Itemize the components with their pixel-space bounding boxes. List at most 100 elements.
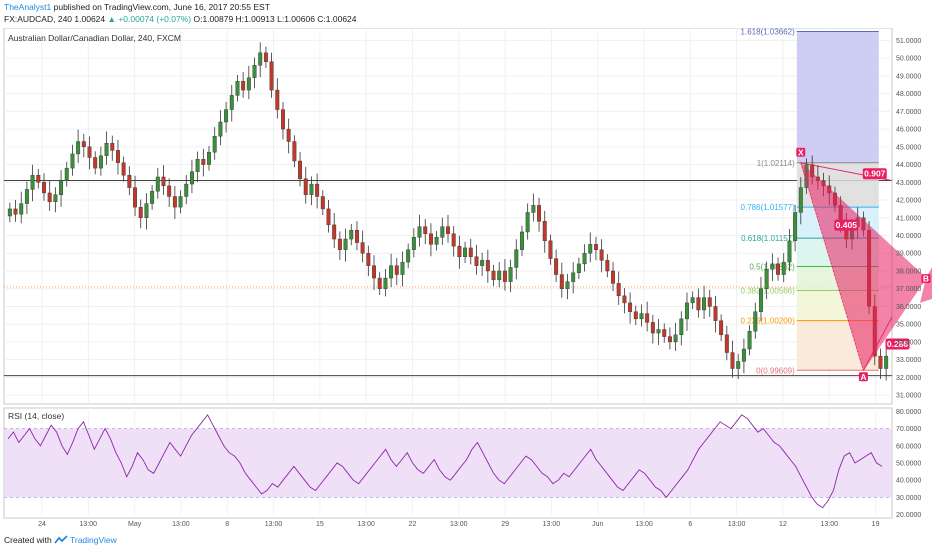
x-tick-label: May (128, 521, 142, 528)
fib-level-label: 0.382(1.00566) (741, 286, 796, 295)
candle-body (719, 320, 724, 336)
candle-body (207, 151, 211, 165)
y-tick-label: 31.0000 (896, 393, 921, 400)
ratio-line (800, 162, 864, 371)
y-tick-label: 38.0000 (896, 268, 921, 275)
ratio-label: 0.907 (864, 169, 886, 179)
candle-body (508, 267, 513, 282)
candle-body (639, 313, 644, 320)
candle-body (377, 277, 382, 289)
candle-body (87, 146, 92, 158)
candle-body (241, 81, 246, 91)
y-tick-label: 33.0000 (896, 357, 921, 364)
candle-body (491, 270, 496, 281)
published-text: published on TradingView.com, June 16, 2… (53, 2, 270, 12)
candle-body (47, 192, 52, 203)
candle-body (406, 249, 411, 263)
candle-body (673, 334, 678, 343)
y-tick-label: 47.0000 (896, 109, 921, 116)
candle-body (360, 242, 365, 254)
axes: 31.0000 32.0000 33.0000 34.0000 35.0000 36.00… (38, 38, 921, 528)
y-tick-label: 49.0000 (896, 73, 921, 80)
candle-body (172, 196, 177, 208)
pattern-point-marker (921, 274, 931, 284)
pattern-point-label: B (923, 274, 929, 284)
x-tick-label: 6 (688, 521, 692, 528)
candle-body (497, 270, 502, 281)
x-tick-label: 13:00 (450, 521, 468, 528)
y-tick-label: 44.0000 (896, 162, 921, 169)
candle-body (195, 159, 200, 172)
candle-body (411, 237, 416, 250)
tradingview-brand[interactable]: TradingView (70, 535, 117, 545)
candle-body (485, 260, 490, 272)
candle-body (764, 269, 769, 289)
candle-body (514, 249, 519, 268)
candle-body (696, 297, 701, 311)
candle-body (59, 180, 64, 195)
rsi-line (7, 414, 883, 509)
publish-line: TheAnalyst1 published on TradingView.com… (4, 2, 270, 12)
rsi-band (5, 428, 891, 498)
candle-body (229, 95, 234, 110)
y-tick-label: 39.0000 (896, 251, 921, 258)
candle-body (189, 171, 194, 185)
x-tick-label: 24 (38, 521, 46, 528)
candle-body (303, 178, 308, 195)
candle-body (559, 274, 564, 289)
candle-body (667, 336, 672, 343)
candle-body (611, 270, 615, 284)
candle-body (155, 176, 160, 192)
candle-body (127, 175, 132, 188)
candle-body (320, 196, 325, 210)
x-tick-label: 13:00 (265, 521, 283, 528)
candle-body (224, 109, 229, 123)
y-tick-label: 34.0000 (896, 339, 921, 346)
candle-body (144, 203, 149, 218)
candle-body (161, 176, 166, 187)
candle-body (542, 221, 547, 242)
candle-body (679, 318, 684, 336)
candle-body (309, 183, 314, 195)
fib-level-label: 0(0.99609) (756, 366, 795, 375)
x-tick-label: 13:00 (543, 521, 561, 528)
candle-body (793, 212, 798, 242)
candle-body (30, 175, 35, 190)
chart-title: Australian Dollar/Canadian Dollar, 240, … (8, 33, 181, 43)
candle-body (724, 334, 729, 353)
candle-body (480, 260, 485, 266)
pattern-point-marker (858, 372, 868, 382)
candle-body (451, 233, 456, 247)
candle-body (235, 81, 240, 96)
y-tick-label: 37.0000 (896, 286, 921, 293)
candle-body (662, 329, 667, 337)
candle-body (81, 141, 86, 148)
candle-body (798, 187, 803, 213)
rsi-y-tick-label: 70.0000 (896, 426, 921, 433)
candle-body (275, 89, 280, 110)
candle-body (19, 203, 24, 215)
x-tick-label: 22 (409, 521, 417, 528)
fib-level-label: 1.618(1.03662) (741, 28, 796, 37)
candle-body (599, 249, 604, 261)
candle-body (218, 121, 223, 137)
candle-body (252, 65, 257, 78)
candle-body (121, 162, 126, 176)
candle-body (70, 153, 75, 169)
candle-body (133, 187, 137, 208)
candle-body (24, 189, 29, 204)
candle-body (741, 348, 746, 362)
author-link[interactable]: TheAnalyst1 (4, 2, 52, 12)
candle-body (588, 244, 593, 254)
candle-body (178, 196, 183, 208)
rsi-y-tick-label: 60.0000 (896, 443, 921, 450)
candle-body (258, 52, 263, 66)
candle-body (343, 238, 348, 250)
candle-body (884, 355, 889, 369)
candle-body (622, 295, 627, 304)
candle-body (394, 265, 399, 275)
candle-body (115, 150, 120, 163)
candle-body (747, 331, 752, 350)
candle-body (554, 258, 559, 275)
